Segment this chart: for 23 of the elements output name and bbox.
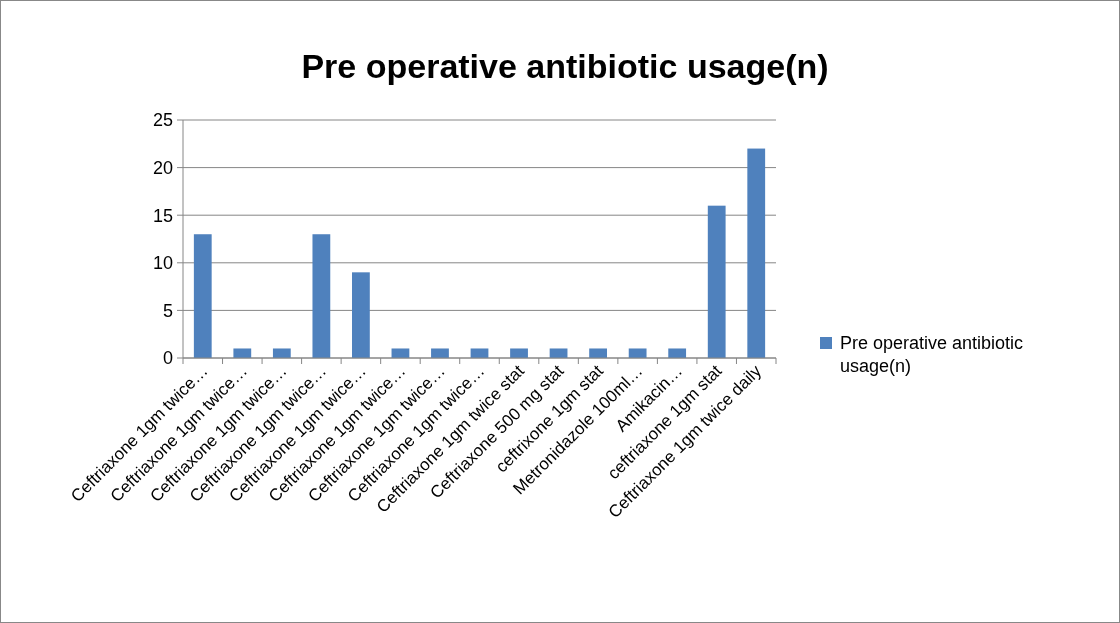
bar	[233, 348, 252, 358]
bar	[312, 234, 331, 358]
y-tick-label: 10	[152, 253, 173, 274]
bar	[352, 272, 370, 358]
bar	[391, 348, 410, 358]
bar	[747, 148, 766, 358]
bar	[668, 348, 687, 358]
bar	[272, 348, 291, 358]
chart-title: Pre operative antibiotic usage(n)	[301, 47, 829, 85]
bar	[628, 348, 647, 358]
y-tick-label: 25	[152, 110, 173, 131]
bar	[589, 348, 607, 358]
bar	[549, 348, 568, 358]
y-tick-label: 5	[162, 300, 173, 321]
bar	[193, 234, 212, 358]
bar	[707, 205, 726, 358]
y-tick-label: 0	[162, 348, 173, 369]
bar	[510, 348, 528, 358]
y-tick-label: 15	[152, 205, 173, 226]
bar	[431, 348, 449, 358]
bar	[470, 348, 489, 358]
y-tick-label: 20	[152, 157, 173, 178]
legend-label: Pre operative antibiotic usage(n)	[840, 333, 1024, 377]
